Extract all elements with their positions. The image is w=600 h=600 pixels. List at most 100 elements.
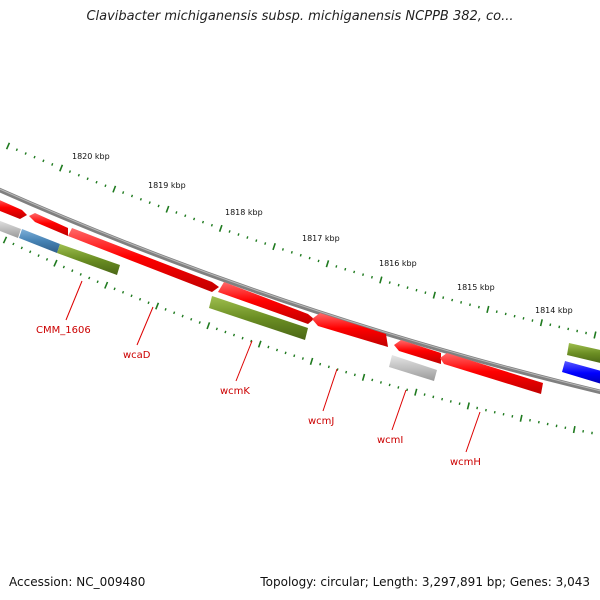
scale-tick: [95, 180, 98, 184]
scale-tick: [20, 246, 23, 250]
scale-labels: 1820 kbp 1819 kbp 1818 kbp 1817 kbp 1816…: [72, 152, 573, 315]
scale-tick: [585, 331, 587, 335]
scale-tick: [184, 214, 187, 218]
outer-scale-ticks: [5, 142, 597, 339]
gene-feature: [29, 213, 68, 236]
scale-tick: [155, 302, 160, 310]
scale-tick: [537, 420, 540, 424]
scale-tick: [558, 325, 561, 329]
scale-tick: [29, 250, 32, 254]
scale-tick: [513, 314, 516, 318]
scale-tick: [539, 319, 543, 327]
scale-tick: [414, 388, 418, 396]
scale-tick: [564, 426, 567, 430]
scale-tick: [148, 201, 151, 205]
scale-tick: [218, 224, 223, 232]
scale-tick: [53, 259, 58, 267]
scale-tick: [86, 177, 89, 181]
gene-labels: CMM_1606 wcaD wcmK wcmJ wcmI wcmH: [36, 325, 481, 468]
scale-tick: [121, 290, 125, 294]
scale-label-1814: 1814 kbp: [535, 306, 573, 315]
scale-tick: [241, 336, 244, 340]
scale-tick: [79, 273, 82, 276]
scale-tick: [157, 204, 160, 208]
accession-label: Accession: NC_009480: [9, 575, 146, 589]
scale-tick: [68, 170, 72, 174]
scale-tick: [175, 211, 178, 214]
scale-label-1819: 1819 kbp: [148, 181, 186, 190]
scale-tick: [555, 424, 558, 428]
scale-tick: [519, 414, 523, 422]
genome-backbone: [0, 187, 600, 395]
scale-tick: [301, 357, 304, 360]
scale-tick: [96, 280, 99, 284]
scale-tick: [415, 288, 418, 292]
scale-tick: [567, 327, 570, 331]
genome-summary: Topology: circular; Length: 3,297,891 bp…: [260, 575, 590, 589]
scale-tick: [379, 276, 383, 284]
scale-tick: [477, 305, 480, 309]
scale-tick: [486, 305, 490, 313]
scale-tick: [42, 159, 45, 163]
scale-tick: [250, 339, 253, 343]
map-title: Clavibacter michiganensis subsp. michiga…: [86, 9, 514, 24]
scale-tick: [232, 333, 236, 337]
scale-tick: [379, 381, 382, 384]
scale-tick: [104, 281, 109, 289]
leader-line: [322, 368, 338, 412]
scale-tick: [12, 242, 15, 246]
scale-tick: [546, 422, 549, 426]
scale-tick: [309, 357, 314, 365]
scale-tick: [424, 291, 427, 294]
scale-tick: [504, 312, 507, 316]
scale-tick: [164, 308, 167, 311]
scale-tick: [59, 164, 64, 172]
gene-label-wcmk: wcmK: [220, 386, 250, 397]
gene-label-cmm-1606: CMM_1606: [36, 325, 91, 336]
scale-tick: [549, 323, 552, 327]
scale-label-1817: 1817 kbp: [302, 234, 340, 243]
scale-tick: [293, 354, 296, 358]
scale-tick: [5, 142, 11, 150]
scale-tick: [181, 314, 184, 318]
scale-tick: [215, 327, 218, 331]
scale-tick: [397, 386, 400, 389]
scale-tick: [299, 253, 302, 257]
scale-tick: [362, 273, 365, 277]
scale-tick: [336, 368, 339, 371]
scale-tick: [190, 317, 193, 321]
scale-tick: [511, 414, 514, 418]
scale-tick: [275, 348, 279, 352]
gene-label-wcmj: wcmJ: [308, 416, 334, 427]
scale-tick: [495, 310, 498, 314]
gene-feature: [0, 220, 21, 238]
scale-tick: [113, 287, 116, 291]
scale-tick: [88, 276, 91, 280]
scale-tick: [466, 402, 470, 410]
scale-tick: [432, 395, 435, 399]
scale-tick: [139, 197, 142, 201]
scale-tick: [165, 205, 170, 213]
genome-backbone-highlight: [0, 188, 600, 392]
scale-tick: [193, 217, 196, 221]
scale-tick: [529, 418, 531, 422]
scale-tick: [406, 286, 409, 290]
scale-tick: [441, 397, 444, 401]
scale-tick: [246, 236, 249, 239]
scale-tick: [353, 270, 356, 274]
scale-tick: [224, 330, 227, 334]
scale-tick: [201, 220, 205, 224]
scale-tick: [71, 269, 74, 273]
scale-tick: [281, 248, 284, 251]
scale-tick: [397, 283, 400, 287]
scale-tick: [576, 329, 579, 333]
scale-label-1816: 1816 kbp: [379, 259, 417, 268]
scale-tick: [531, 319, 534, 322]
scale-tick: [485, 408, 487, 412]
scale-tick: [308, 256, 311, 260]
scale-tick: [130, 194, 134, 198]
scale-tick: [284, 351, 287, 355]
gene-feature: [68, 228, 219, 292]
scale-tick: [317, 259, 320, 263]
gene-label-wcmi: wcmI: [377, 435, 403, 446]
